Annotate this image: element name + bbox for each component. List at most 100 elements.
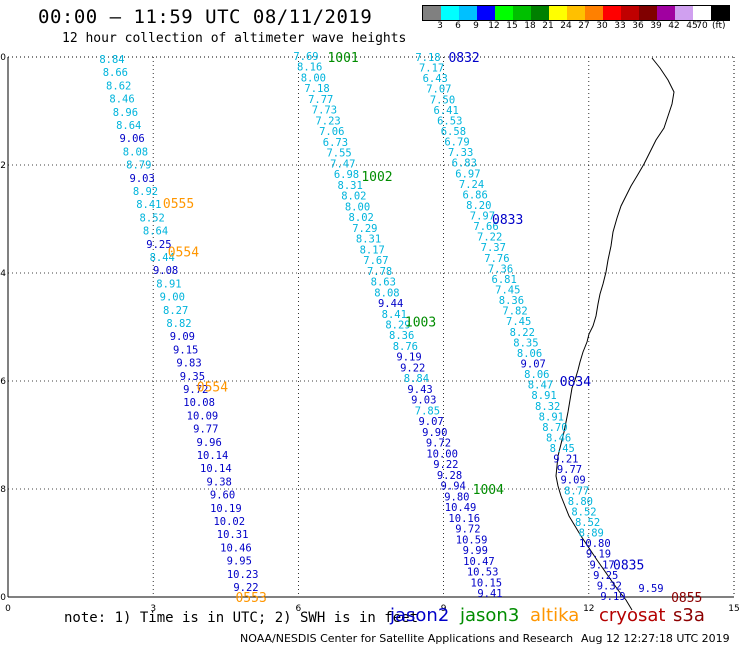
wave-height-label: 8.96 [113,107,138,119]
wave-height-label: 7.77 [308,94,333,106]
wave-height-label: 8.80 [568,496,593,508]
colorbar-tick-label: 12 [488,21,500,31]
wave-height-label: 9.19 [396,352,421,364]
lat-label: -12 [0,161,6,171]
wave-height-label: 10.08 [183,397,215,409]
colorbar-swatch [639,6,657,20]
pass-number-label: 0555 [163,197,194,212]
wave-height-label: 9.15 [173,344,198,356]
wave-height-label: 10.53 [467,567,499,579]
wave-height-label: 9.77 [193,424,218,436]
colorbar-swatch [549,6,567,20]
colorbar-tick-label: 36 [632,21,644,31]
wave-height-label: 8.02 [341,191,366,203]
wave-height-label: 10.49 [445,502,477,514]
wave-height-label: 7.82 [502,306,527,318]
colorbar-swatch [495,6,513,20]
wave-height-label: 7.85 [415,405,440,417]
wave-height-label: 8.52 [575,517,600,529]
colorbar-tick-label: 3 [437,21,443,31]
colorbar-tick-label: 39 [650,21,662,31]
wave-height-label: 7.36 [488,263,513,275]
wave-height-label: 9.35 [180,371,205,383]
pass-number-label: 0832 [448,51,479,66]
wave-height-label: 8.16 [297,62,322,74]
legend-cryosat: cryosat [599,605,666,626]
wave-height-label: 9.09 [560,475,585,487]
wave-height-label: 8.17 [360,244,385,256]
wave-height-label: 6.86 [463,189,488,201]
colorbar-tick-label: 27 [578,21,590,31]
wave-height-label: 7.22 [477,232,502,244]
wave-height-label: 8.92 [133,186,158,198]
pass-number-label: 0834 [560,375,591,390]
pass-number-label: 0554 [168,245,199,260]
wave-height-label: 10.46 [220,542,252,554]
wave-height-label: 8.52 [571,506,596,518]
wave-height-label: 8.36 [389,330,414,342]
legend-jason3: jason3 [460,605,520,626]
wave-height-label: 7.55 [326,148,351,160]
colorbar-tick-label: 15 [506,21,518,31]
wave-height-label: 8.35 [513,337,538,349]
wave-height-label: 8.46 [109,94,134,106]
wave-height-label: 9.80 [444,491,469,503]
colorbar-tick-label: 42 [668,21,680,31]
wave-height-label: 6.83 [452,158,477,170]
colorbar-swatch [477,6,495,20]
lat-label: -20 [0,593,6,603]
wave-height-label: 9.22 [433,459,458,471]
colorbar-swatch [693,6,711,20]
wave-height-label: 8.41 [382,309,407,321]
wave-height-label: 7.37 [481,242,506,254]
colorbar-tick-label: 9 [473,21,479,31]
wave-height-label: 10.31 [217,529,249,541]
wave-height-label: 7.66 [473,221,498,233]
wave-height-label: 9.96 [197,437,222,449]
wave-height-label: 6.98 [334,169,359,181]
wave-height-label: 8.44 [150,252,175,264]
wave-height-label: 9.28 [437,470,462,482]
wave-height-label: 8.31 [338,180,363,192]
wave-height-label: 9.94 [441,481,466,493]
wave-height-label: 9.77 [557,464,582,476]
wave-height-label: 8.91 [531,390,556,402]
wave-height-label: 8.22 [510,327,535,339]
wave-height-label: 9.72 [455,524,480,536]
wave-height-label: 7.18 [304,83,329,95]
wave-height-label: 7.24 [459,179,484,191]
wave-height-label: 9.72 [426,438,451,450]
wave-height-label: 7.73 [312,105,337,117]
wave-height-label: 7.67 [363,255,388,267]
altimeter-tracks: 8.848.668.628.468.968.649.068.088.799.03… [99,51,663,603]
wave-height-label: 9.41 [477,588,502,600]
colorbar-tick-label: 6 [455,21,461,31]
pass-labels: 1001 1002 1003 1004 0832 0833 0834 0835 0555 0554… [163,51,703,606]
wave-height-label: 9.07 [521,358,546,370]
wave-height-label: 7.47 [330,158,355,170]
wave-height-label: 9.08 [153,265,178,277]
wave-height-label: 9.25 [593,570,618,582]
wave-height-label: 8.27 [163,305,188,317]
colorbar-swatch [423,6,441,20]
legend-jason2: jason2 [390,605,450,626]
wave-height-label: 7.50 [430,94,455,106]
wave-height-label: 10.14 [200,463,232,475]
pass-number-label: 1002 [361,170,392,185]
wave-height-label: 8.46 [546,432,571,444]
lat-label: -16 [0,377,6,387]
wave-height-label: 8.79 [126,160,151,172]
wave-height-label: 8.41 [136,199,161,211]
wave-height-label: 8.47 [528,380,553,392]
colorbar-swatch [603,6,621,20]
wave-height-label: 9.03 [130,173,155,185]
lon-label: 6 [296,604,302,614]
wave-height-label: 9.25 [146,239,171,251]
wave-height-label: 9.22 [400,362,425,374]
colorbar-unit: (ft) [712,21,726,31]
wave-height-label: 9.07 [418,416,443,428]
wave-height-label: 8.66 [103,67,128,79]
wave-height-label: 8.08 [374,287,399,299]
wave-height-label: 8.91 [539,411,564,423]
